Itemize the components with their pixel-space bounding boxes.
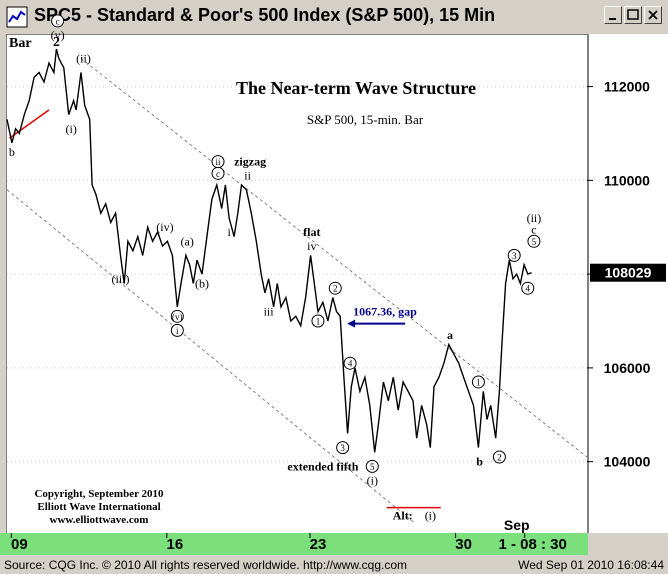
- wave-label: iii: [264, 305, 275, 319]
- price-axis-panel: [588, 34, 668, 534]
- gap-arrow-head: [347, 319, 356, 328]
- x-tick-label: 09: [11, 536, 28, 553]
- wave-label: extended fifth: [287, 459, 358, 473]
- close-icon: [648, 10, 658, 20]
- channel-line: [80, 58, 588, 458]
- wave-label: iv: [307, 239, 316, 253]
- wave-label: (v): [172, 312, 183, 322]
- wave-label: 2: [333, 284, 338, 294]
- wave-label-circle: [170, 323, 184, 337]
- wave-label-circle: [365, 459, 379, 473]
- wave-label-circle: [471, 375, 485, 389]
- chart: bc(v)(ii)(i)iiczigzagiii(iv)(a)(b)(iii)(…: [0, 14, 668, 555]
- copyright-line-1: Copyright, September 2010: [34, 488, 164, 500]
- plot-area[interactable]: [6, 34, 588, 534]
- wave-label: (a): [181, 234, 194, 248]
- minimize-button[interactable]: [604, 6, 622, 24]
- wave-label-circle: [170, 309, 184, 323]
- wave-label: i: [176, 326, 179, 336]
- app-chart-icon: [6, 6, 28, 28]
- x-tick-label: 1 - 08 : 30: [499, 536, 567, 553]
- wave-label-circle: [527, 234, 541, 248]
- wave-label-circle: [507, 248, 521, 262]
- channel-line: [6, 189, 415, 524]
- grid-layer: [7, 86, 587, 463]
- wave-label: b: [9, 145, 15, 159]
- month-label: Sep: [504, 517, 530, 533]
- wave-label: (i): [66, 122, 77, 136]
- minimize-icon: [609, 18, 616, 20]
- x-tick-label: 16: [166, 536, 183, 553]
- status-source: Source: CQG Inc. © 2010 All rights reser…: [4, 558, 408, 572]
- price-line: [6, 48, 532, 453]
- price-layer: [6, 48, 532, 453]
- chart-subtitle: S&P 500, 15-min. Bar: [307, 112, 424, 127]
- bar-label: Bar: [9, 36, 32, 51]
- wave-label-circle: [521, 281, 535, 295]
- wave-label: flat: [303, 225, 320, 239]
- wave-label: (ii): [527, 211, 542, 225]
- wave-label-circle: [492, 450, 506, 464]
- red-trend-line: [9, 109, 50, 139]
- wave-label-circle: [328, 281, 342, 295]
- wave-label-circle: [51, 14, 65, 28]
- status-timestamp: Wed Sep 01 2010 16:08:44: [518, 558, 664, 572]
- wave-label: 5: [370, 462, 375, 472]
- wave-label: zigzag: [234, 155, 266, 169]
- wave-label: (v): [51, 28, 65, 42]
- window-titlebar: SPC5 - Standard & Poor's 500 Index (S&P …: [0, 0, 668, 34]
- channel-layer: [6, 58, 588, 524]
- close-button[interactable]: [644, 6, 662, 24]
- wave-label: 2: [497, 452, 502, 462]
- wave-label: 4: [348, 359, 353, 369]
- wave-label-circle: [211, 166, 225, 180]
- alt-label-prefix: Alt:: [393, 509, 413, 523]
- wave-label: (iv): [156, 220, 173, 234]
- alt-label: (i): [425, 509, 436, 523]
- wave-label: 4: [526, 284, 531, 294]
- wave-label: c: [56, 16, 60, 26]
- y-tick-label: 106000: [604, 360, 651, 376]
- y-tick-label: 112000: [604, 79, 650, 95]
- last-price-badge: 108029: [590, 263, 666, 282]
- maximize-button[interactable]: [624, 6, 642, 24]
- wave-label: ii: [216, 157, 222, 167]
- wave-label: i: [227, 225, 231, 239]
- wave-label: a: [447, 328, 453, 342]
- wave-label: (iii): [112, 272, 130, 286]
- axis-layer: 104000106000108000110000112000091623301 …: [0, 79, 668, 555]
- x-axis-corner: [588, 533, 668, 555]
- wave-label: 1: [316, 317, 321, 327]
- chart-title: The Near-term Wave Structure: [236, 78, 476, 98]
- wave-label: 3: [340, 443, 345, 453]
- status-bar: Source: CQG Inc. © 2010 All rights reser…: [0, 556, 668, 574]
- wave-label-circle: [336, 441, 350, 455]
- y-tick-label: 110000: [604, 172, 650, 188]
- wave-label: (b): [195, 277, 209, 291]
- x-axis-band: [0, 533, 588, 555]
- wave-label: b: [476, 455, 483, 469]
- maximize-icon: [627, 9, 639, 20]
- wave-label: c: [531, 223, 536, 237]
- copyright-line-2: Elliott Wave International: [37, 501, 160, 513]
- copyright-line-3: www.elliottwave.com: [50, 514, 149, 526]
- x-tick-label: 30: [455, 536, 472, 553]
- gap-arrow-icon: [347, 319, 406, 328]
- wave-label-layer: bc(v)(ii)(i)iiczigzagiii(iv)(a)(b)(iii)(…: [9, 14, 542, 487]
- wave-label: 1: [476, 377, 481, 387]
- wave-label: 3: [512, 251, 517, 261]
- wave-label: c: [216, 169, 220, 179]
- window-title: SPC5 - Standard & Poor's 500 Index (S&P …: [34, 5, 496, 25]
- last-price-label: 108029: [605, 265, 652, 281]
- wave-label: ii: [244, 169, 251, 183]
- wave-label: (ii): [76, 51, 91, 65]
- gap-annotation: 1067.36, gap: [353, 305, 417, 319]
- bar-count-label: 2: [53, 35, 60, 50]
- x-tick-label: 23: [310, 536, 327, 553]
- wave-label-circle: [311, 314, 325, 328]
- wave-label: (i): [367, 473, 378, 487]
- y-tick-label: 104000: [604, 454, 651, 470]
- wave-label-circle: [343, 356, 357, 370]
- wave-label: 5: [532, 237, 537, 247]
